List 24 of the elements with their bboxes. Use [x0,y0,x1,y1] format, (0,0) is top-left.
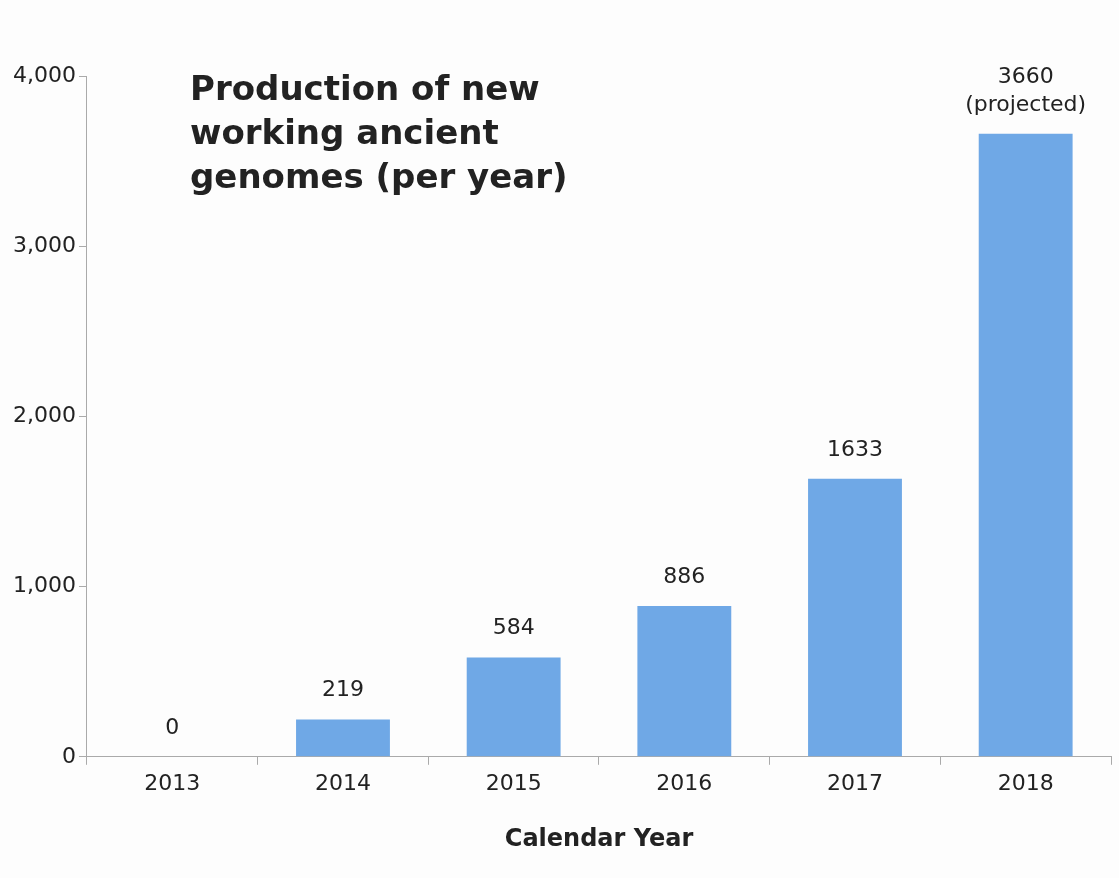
y-tick-label: 0 [61,742,76,768]
data-label: 1633 [827,435,883,461]
x-tick-label: 2014 [314,769,371,795]
bar [296,719,390,757]
x-axis-title: Calendar Year [504,823,694,852]
data-label: 0 [165,713,180,739]
y-tick-label: 1,000 [13,572,76,598]
bar [808,478,902,757]
data-label: 3660 (projected) [965,62,1087,116]
x-tick-label: 2016 [656,769,713,795]
y-tick-label: 3,000 [13,231,76,257]
data-label: 584 [492,614,535,640]
x-tick-label: 2013 [144,769,201,795]
data-label: 219 [321,676,364,702]
y-tick-label: 2,000 [13,402,76,428]
bar [637,606,732,757]
bar [978,133,1073,757]
data-label: 886 [663,562,706,588]
x-tick-label: 2018 [997,769,1054,795]
text: Production of new working ancient genomes (per year) [190,67,569,199]
x-tick-label: 2015 [485,769,542,795]
bar [466,657,561,757]
x-tick-label: 2017 [827,769,883,795]
y-tick-label: 4,000 [13,61,76,87]
